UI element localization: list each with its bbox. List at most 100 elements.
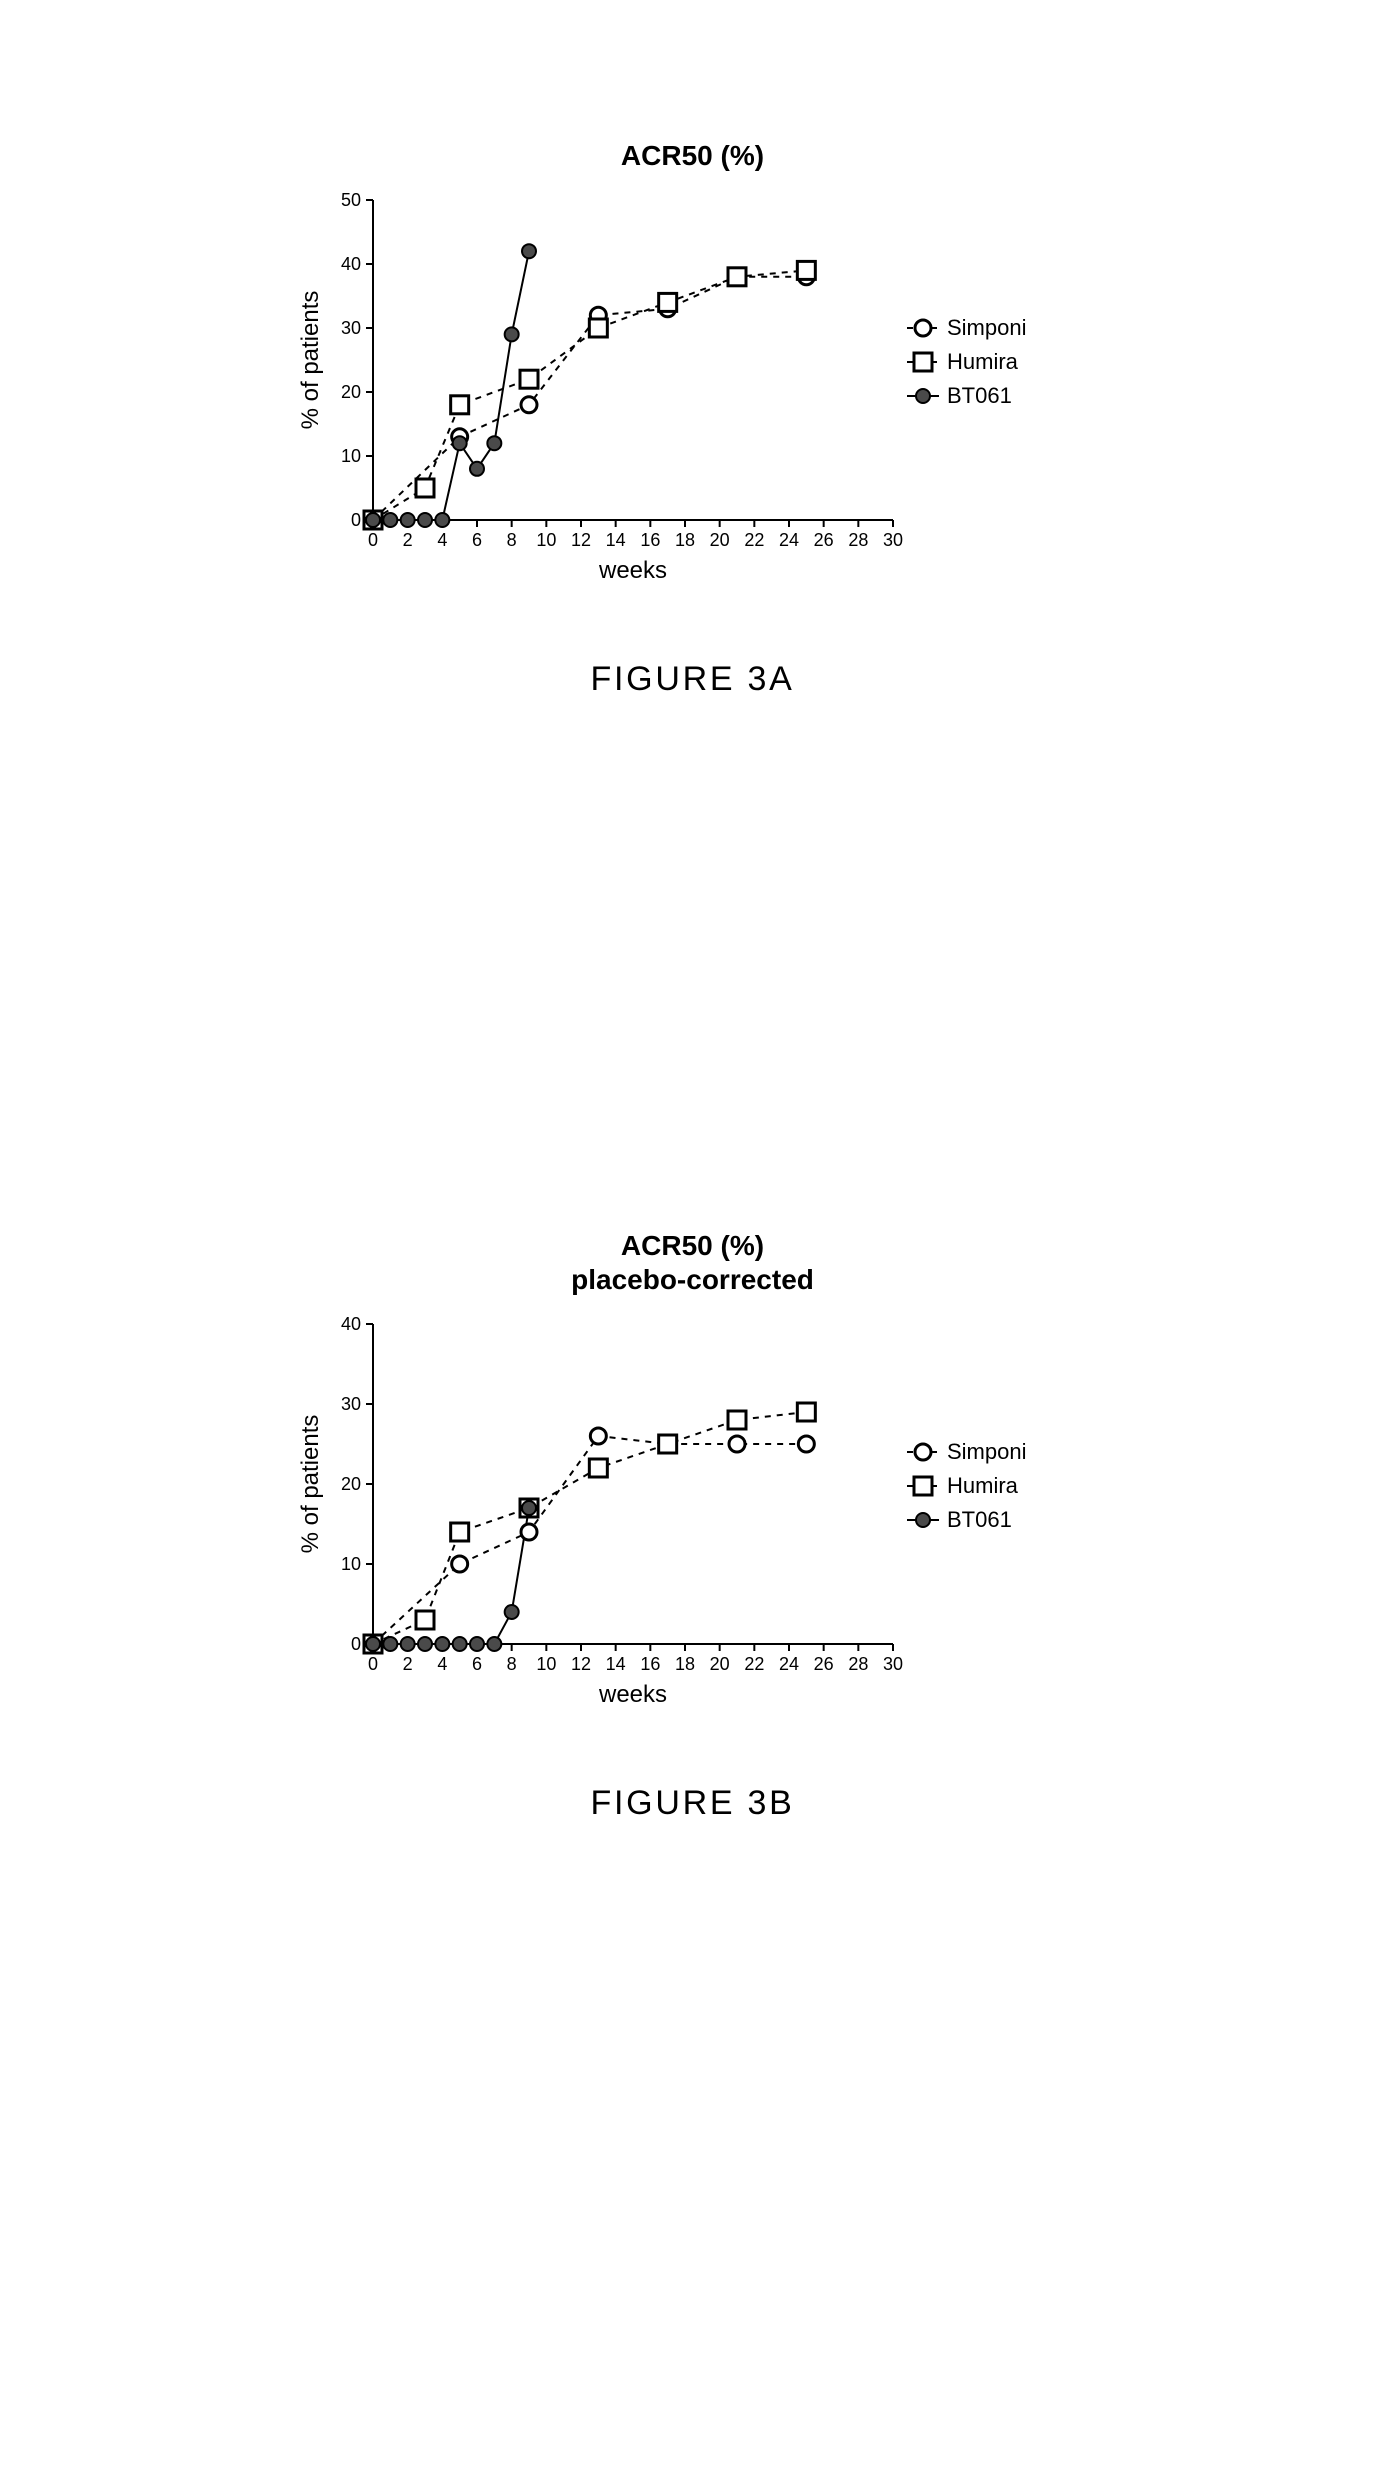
x-tick-label: 22 — [744, 1654, 764, 1674]
data-point-square-icon — [797, 261, 815, 279]
data-point-circle-icon — [729, 1436, 745, 1452]
chart-3b-title: ACR50 (%) — [243, 1230, 1143, 1262]
data-point-dot-icon — [383, 513, 397, 527]
data-point-square-icon — [797, 1403, 815, 1421]
data-point-square-icon — [658, 1435, 676, 1453]
data-point-dot-icon — [418, 513, 432, 527]
data-point-square-icon — [450, 396, 468, 414]
x-tick-label: 8 — [506, 530, 516, 550]
y-tick-label: 0 — [350, 1634, 360, 1654]
y-tick-label: 20 — [340, 1474, 360, 1494]
figure-3b-block: ACR50 (%) placebo-corrected 024681012141… — [243, 1230, 1143, 1823]
data-point-circle-icon — [915, 1444, 931, 1460]
x-tick-label: 10 — [536, 1654, 556, 1674]
chart-3b-subtitle: placebo-corrected — [243, 1264, 1143, 1296]
data-point-dot-icon — [504, 327, 518, 341]
data-point-dot-icon — [435, 513, 449, 527]
x-tick-label: 18 — [674, 1654, 694, 1674]
data-point-square-icon — [728, 268, 746, 286]
data-point-dot-icon — [452, 436, 466, 450]
data-point-dot-icon — [487, 436, 501, 450]
chart-3a: 02468101214161820222426283001020304050we… — [283, 180, 1103, 610]
data-point-square-icon — [589, 1459, 607, 1477]
data-point-dot-icon — [470, 462, 484, 476]
data-point-square-icon — [914, 1477, 932, 1495]
x-tick-label: 16 — [640, 530, 660, 550]
legend: Simponi Humira BT061 — [907, 315, 1026, 408]
x-tick-label: 24 — [778, 1654, 798, 1674]
x-tick-label: 8 — [506, 1654, 516, 1674]
data-point-dot-icon — [504, 1605, 518, 1619]
legend-label: BT061 — [947, 1507, 1012, 1532]
data-point-dot-icon — [916, 389, 930, 403]
y-tick-label: 40 — [340, 1314, 360, 1334]
x-tick-label: 2 — [402, 530, 412, 550]
legend: Simponi Humira BT061 — [907, 1439, 1026, 1532]
data-point-dot-icon — [522, 1501, 536, 1515]
x-tick-label: 14 — [605, 530, 625, 550]
data-point-circle-icon — [521, 397, 537, 413]
data-point-square-icon — [416, 479, 434, 497]
data-point-dot-icon — [470, 1637, 484, 1651]
x-tick-label: 26 — [813, 530, 833, 550]
data-point-square-icon — [589, 319, 607, 337]
data-point-dot-icon — [400, 1637, 414, 1651]
data-point-square-icon — [658, 293, 676, 311]
y-tick-label: 50 — [340, 190, 360, 210]
x-tick-label: 4 — [437, 1654, 447, 1674]
y-tick-label: 20 — [340, 382, 360, 402]
data-point-square-icon — [520, 370, 538, 388]
x-tick-label: 30 — [882, 530, 902, 550]
chart-3b: 024681012141618202224262830010203040week… — [283, 1304, 1103, 1734]
data-point-dot-icon — [400, 513, 414, 527]
y-tick-label: 10 — [340, 1554, 360, 1574]
figure-3a-caption: FIGURE 3A — [243, 660, 1143, 699]
series-line-humira — [373, 270, 806, 520]
data-point-square-icon — [416, 1611, 434, 1629]
data-point-square-icon — [728, 1411, 746, 1429]
legend-label: Simponi — [947, 1439, 1026, 1464]
page: ACR50 (%) 024681012141618202224262830010… — [0, 0, 1385, 2483]
data-point-circle-icon — [451, 1556, 467, 1572]
x-tick-label: 14 — [605, 1654, 625, 1674]
y-axis-label: % of patients — [297, 1415, 324, 1554]
x-tick-label: 0 — [367, 1654, 377, 1674]
data-point-dot-icon — [916, 1513, 930, 1527]
figure-3b-caption: FIGURE 3B — [243, 1784, 1143, 1823]
data-point-circle-icon — [798, 1436, 814, 1452]
x-tick-label: 28 — [848, 1654, 868, 1674]
x-tick-label: 20 — [709, 530, 729, 550]
y-tick-label: 30 — [340, 1394, 360, 1414]
figure-3a-block: ACR50 (%) 024681012141618202224262830010… — [243, 140, 1143, 699]
data-point-circle-icon — [590, 1428, 606, 1444]
x-tick-label: 24 — [778, 530, 798, 550]
data-point-square-icon — [914, 353, 932, 371]
data-point-dot-icon — [435, 1637, 449, 1651]
legend-label: Humira — [947, 349, 1019, 374]
data-point-square-icon — [450, 1523, 468, 1541]
x-tick-label: 10 — [536, 530, 556, 550]
x-tick-label: 26 — [813, 1654, 833, 1674]
data-point-dot-icon — [418, 1637, 432, 1651]
y-tick-label: 0 — [350, 510, 360, 530]
y-tick-label: 40 — [340, 254, 360, 274]
x-tick-label: 6 — [471, 1654, 481, 1674]
x-tick-label: 2 — [402, 1654, 412, 1674]
y-tick-label: 30 — [340, 318, 360, 338]
x-tick-label: 30 — [882, 1654, 902, 1674]
x-axis-label: weeks — [597, 557, 666, 584]
data-point-dot-icon — [522, 244, 536, 258]
x-tick-label: 6 — [471, 530, 481, 550]
x-tick-label: 22 — [744, 530, 764, 550]
legend-label: BT061 — [947, 383, 1012, 408]
x-tick-label: 20 — [709, 1654, 729, 1674]
legend-label: Simponi — [947, 315, 1026, 340]
y-axis-label: % of patients — [297, 291, 324, 430]
data-point-dot-icon — [366, 513, 380, 527]
y-tick-label: 10 — [340, 446, 360, 466]
data-point-dot-icon — [452, 1637, 466, 1651]
x-tick-label: 16 — [640, 1654, 660, 1674]
x-axis-label: weeks — [597, 1681, 666, 1708]
legend-label: Humira — [947, 1473, 1019, 1498]
chart-3a-title: ACR50 (%) — [243, 140, 1143, 172]
